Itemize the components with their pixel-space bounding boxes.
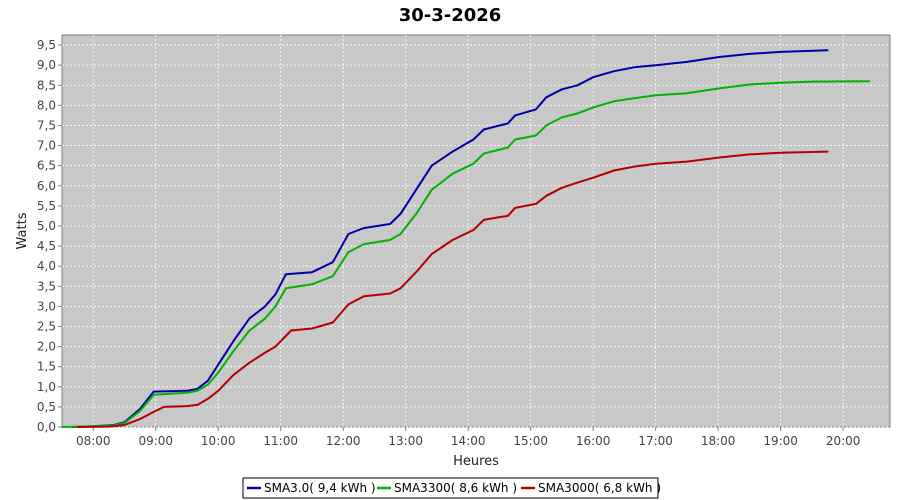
y-tick-label: 3,0 xyxy=(37,299,56,313)
y-tick-label: 4,5 xyxy=(37,239,56,253)
x-axis: 08:00 09:00 10:00 11:00 12:00 13:00 14:00 15:00… xyxy=(76,427,860,448)
x-tick-label: 09:00 xyxy=(138,434,173,448)
series-line-3 xyxy=(76,150,829,428)
y-tick-label: 9,0 xyxy=(37,58,56,72)
legend-label-3: SMA3000( 6,8 kWh ) xyxy=(538,481,661,495)
y-axis: 0,0 0,5 1,0 1,5 2,0 2,5 3,0 3,5 4,0 4,5 5,0 5,5 6,0 6… xyxy=(37,38,62,434)
x-tick-label: 17:00 xyxy=(638,434,673,448)
y-tick-label: 0,5 xyxy=(37,400,56,414)
y-tick-label: 6,5 xyxy=(37,159,56,173)
x-tick-label: 11:00 xyxy=(263,434,298,448)
x-tick-label: 18:00 xyxy=(701,434,736,448)
y-tick-label: 7,0 xyxy=(37,139,56,153)
series-lines xyxy=(61,49,871,428)
legend-box xyxy=(242,477,659,499)
y-tick-label: 6,0 xyxy=(37,179,56,193)
y-tick-label: 2,0 xyxy=(37,340,56,354)
y-tick-label: 1,0 xyxy=(37,380,56,394)
y-tick-label: 5,5 xyxy=(37,199,56,213)
legend-label-1: SMA3.0( 9,4 kWh ) xyxy=(264,481,376,495)
legend: SMA3.0( 9,4 kWh ) SMA3300( 8,6 kWh ) SMA30… xyxy=(242,477,661,499)
plot-area xyxy=(61,34,891,428)
y-tick-label: 5,0 xyxy=(37,219,56,233)
series-line-1 xyxy=(71,49,829,428)
series-line-2 xyxy=(61,80,871,428)
chart-title: 30-3-2026 xyxy=(399,5,502,26)
y-tick-label: 0,0 xyxy=(37,420,56,434)
x-tick-label: 14:00 xyxy=(451,434,486,448)
y-tick-label: 1,5 xyxy=(37,360,56,374)
y-tick-label: 3,5 xyxy=(37,279,56,293)
x-tick-label: 08:00 xyxy=(76,434,111,448)
x-tick-label: 13:00 xyxy=(388,434,423,448)
y-tick-label: 8,0 xyxy=(37,98,56,112)
x-tick-label: 12:00 xyxy=(326,434,361,448)
grid xyxy=(62,35,890,428)
y-tick-label: 7,5 xyxy=(37,118,56,132)
x-tick-label: 20:00 xyxy=(826,434,861,448)
x-tick-label: 19:00 xyxy=(763,434,798,448)
x-axis-label: Heures xyxy=(453,454,499,469)
y-tick-label: 9,5 xyxy=(37,38,56,52)
legend-label-2: SMA3300( 8,6 kWh ) xyxy=(394,481,517,495)
x-tick-label: 16:00 xyxy=(576,434,611,448)
x-tick-label: 15:00 xyxy=(513,434,548,448)
y-tick-label: 2,5 xyxy=(37,319,56,333)
y-axis-label: Watts xyxy=(15,212,30,249)
x-tick-label: 10:00 xyxy=(201,434,236,448)
y-tick-label: 4,0 xyxy=(37,259,56,273)
y-tick-label: 8,5 xyxy=(37,78,56,92)
